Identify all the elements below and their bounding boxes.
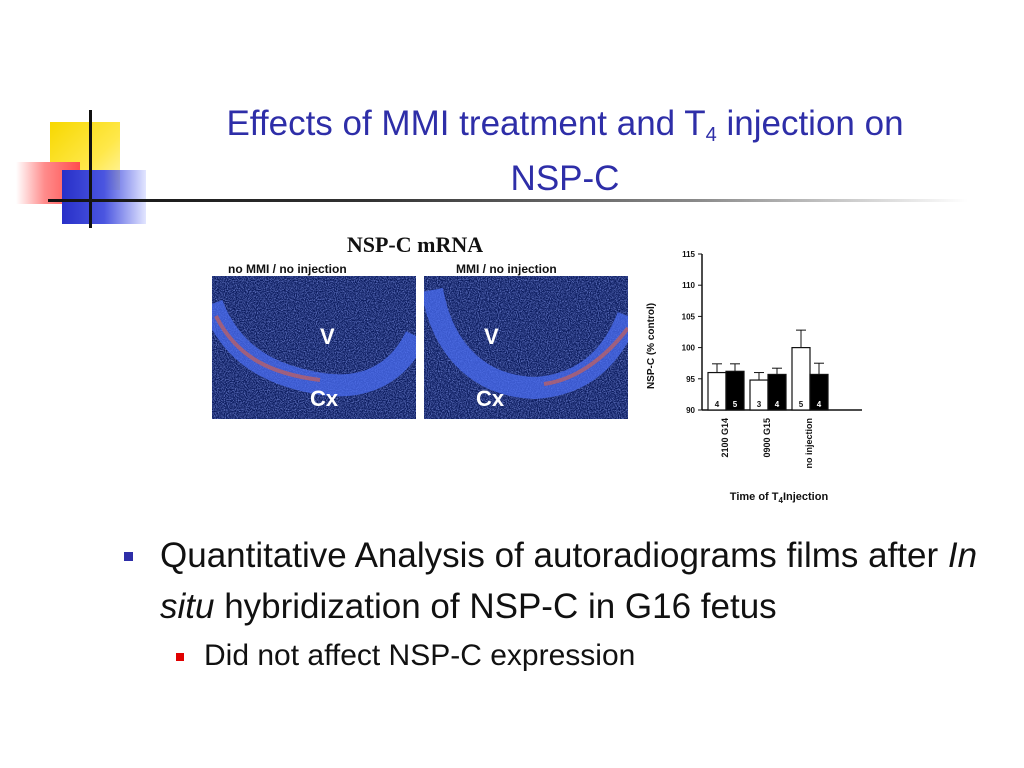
chart-y-tick-label: 90 [686,406,695,415]
panel-right-v: V [484,324,499,349]
chart-bar-n-label: 4 [715,400,720,409]
bullet-main: Quantitative Analysis of autoradiograms … [120,530,980,632]
chart-category-label: no injection [804,418,814,469]
bullet-list: Quantitative Analysis of autoradiograms … [120,530,980,676]
chart-bar-n-label: 4 [775,400,780,409]
chart-bar-n-label: 5 [733,400,738,409]
chart-y-tick-label: 100 [682,344,696,353]
chart-y-tick-label: 115 [682,250,695,259]
chart-x-axis-label: Time of T4Injection [730,491,829,505]
chart-y-axis-label: NSP-C (% control) [646,303,657,389]
chart-category-label: 2100 G14 [720,418,730,458]
title-text-line2: NSP-C [510,159,620,198]
bullet-sub: Did not affect NSP-C expression [120,636,980,676]
title-underline [48,199,968,202]
chart-bar-n-label: 4 [817,400,822,409]
title-subscript: 4 [705,124,717,146]
bullet-square-icon [124,552,133,561]
decor-vertical-line [89,110,92,228]
micrograph-right: V Cx [424,276,628,419]
bullet-main-text-pre: Quantitative Analysis of autoradiograms … [160,536,948,575]
chart-bar [725,370,745,411]
figure-heading: NSP-C mRNA [346,232,484,257]
panel-right-cx: Cx [476,386,505,411]
chart-bar-n-label: 5 [799,400,804,409]
panel-left-cx: Cx [310,386,339,411]
bullet-sub-text: Did not affect NSP-C expression [204,639,636,672]
chart-category-label: 0900 G15 [762,418,772,458]
bullet-main-text-post: hybridization of NSP-C in G16 fetus [214,587,777,626]
chart-y-tick-label: 95 [686,375,695,384]
panel-left-v: V [320,324,335,349]
panel-label-left: no MMI / no injection [228,262,347,276]
panel-label-right: MMI / no injection [456,262,557,276]
bullet-main-italic: In situ [160,536,978,626]
micrograph-left: V Cx [212,276,416,419]
sub-bullet-square-icon [176,653,184,661]
chart-y-tick-label: 110 [682,281,695,290]
chart-y-tick-label: 105 [682,312,696,321]
chart-bar-n-label: 3 [757,400,762,409]
title-text-post: injection on [716,104,904,143]
title-text-pre: Effects of MMI treatment and T [226,104,706,143]
decor-blue-square [62,170,146,224]
slide-title: Effects of MMI treatment and T4 injectio… [170,102,960,201]
